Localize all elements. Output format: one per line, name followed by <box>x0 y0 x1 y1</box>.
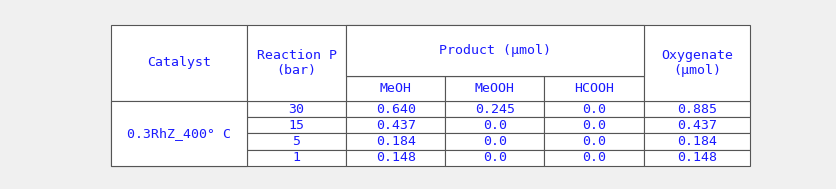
Bar <box>445 117 543 133</box>
Bar <box>346 76 445 101</box>
Bar <box>643 133 749 150</box>
Bar <box>346 25 445 76</box>
Bar <box>643 25 749 101</box>
Text: 0.0: 0.0 <box>482 119 507 132</box>
Bar <box>543 117 643 133</box>
Bar <box>643 150 749 166</box>
Text: 0.437: 0.437 <box>375 119 415 132</box>
Bar <box>445 133 543 150</box>
Text: 0.0: 0.0 <box>581 102 605 115</box>
Bar <box>643 117 749 133</box>
Bar <box>346 25 643 76</box>
Text: MeOH: MeOH <box>380 82 411 95</box>
Bar <box>643 101 749 117</box>
Text: 1: 1 <box>293 151 300 164</box>
Text: Product (μmol): Product (μmol) <box>438 44 550 57</box>
Bar <box>445 76 543 101</box>
Text: 15: 15 <box>288 119 304 132</box>
Bar <box>445 25 543 76</box>
Text: 5: 5 <box>293 135 300 148</box>
Bar <box>543 25 643 76</box>
Text: 0.0: 0.0 <box>581 135 605 148</box>
Bar <box>346 133 445 150</box>
Text: 0.0: 0.0 <box>581 151 605 164</box>
Bar <box>543 76 643 101</box>
Bar <box>111 101 247 166</box>
Text: Reaction P
(bar): Reaction P (bar) <box>257 49 336 77</box>
Text: 0.245: 0.245 <box>474 102 514 115</box>
Text: 0.0: 0.0 <box>482 135 507 148</box>
Text: 0.0: 0.0 <box>482 151 507 164</box>
Bar <box>111 117 247 133</box>
Text: 0.148: 0.148 <box>375 151 415 164</box>
Text: Catalyst: Catalyst <box>147 56 211 69</box>
Text: Oxygenate
(μmol): Oxygenate (μmol) <box>660 49 732 77</box>
Bar <box>346 117 445 133</box>
Text: 0.0: 0.0 <box>581 119 605 132</box>
Bar <box>543 133 643 150</box>
Bar <box>346 150 445 166</box>
Text: 0.885: 0.885 <box>676 102 716 115</box>
Bar <box>247 117 346 133</box>
Bar <box>111 150 247 166</box>
Bar <box>111 25 247 101</box>
Text: 0.3RhZ_400° C: 0.3RhZ_400° C <box>127 127 231 140</box>
Text: HCOOH: HCOOH <box>573 82 614 95</box>
Bar <box>346 101 445 117</box>
Bar <box>247 150 346 166</box>
Text: 0.148: 0.148 <box>676 151 716 164</box>
Text: MeOOH: MeOOH <box>474 82 514 95</box>
Text: 0.437: 0.437 <box>676 119 716 132</box>
Bar <box>247 133 346 150</box>
Bar <box>247 25 346 101</box>
Bar <box>543 150 643 166</box>
Bar <box>247 101 346 117</box>
Bar <box>543 101 643 117</box>
Text: 30: 30 <box>288 102 304 115</box>
Bar <box>445 101 543 117</box>
Text: 0.640: 0.640 <box>375 102 415 115</box>
Text: 0.184: 0.184 <box>676 135 716 148</box>
Text: 0.184: 0.184 <box>375 135 415 148</box>
Bar <box>445 150 543 166</box>
Bar <box>111 133 247 150</box>
Bar <box>111 101 247 117</box>
